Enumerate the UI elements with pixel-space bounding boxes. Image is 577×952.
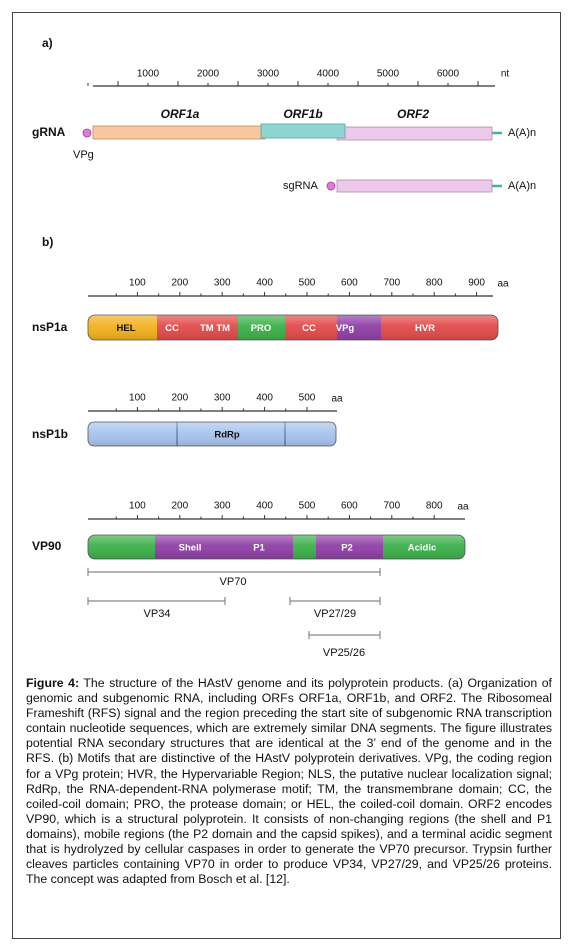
vpg-dot xyxy=(82,128,92,138)
ruler-tick-label: 400 xyxy=(256,393,273,404)
ruler-tick-label: 2000 xyxy=(197,69,220,80)
ruler-tick-label: 4000 xyxy=(317,69,340,80)
protein-bar xyxy=(88,422,336,446)
domain-label: P2 xyxy=(341,543,353,554)
ruler-tick-label: 500 xyxy=(299,278,316,289)
protein-name: nsP1b xyxy=(32,427,68,441)
caption: Figure 4: The structure of the HAstV gen… xyxy=(26,676,552,887)
figure-frame xyxy=(12,12,561,939)
tail-label: A(A)n xyxy=(508,127,536,139)
ruler-tick-label: 500 xyxy=(299,501,316,512)
ruler-tick-label: 800 xyxy=(426,501,443,512)
caption-label: Figure 4: xyxy=(26,676,80,690)
caption-text: The structure of the HAstV genome and it… xyxy=(26,676,552,887)
product-label: VP25/26 xyxy=(323,647,365,659)
ruler-tick-label: 1000 xyxy=(137,69,160,80)
orf1b-bar xyxy=(260,123,346,139)
orf2-bar xyxy=(336,126,493,141)
ruler-tick-label: 700 xyxy=(383,278,400,289)
domain-label: HEL xyxy=(117,323,136,334)
orf-label: ORF2 xyxy=(397,107,429,121)
ruler-tick-label: 100 xyxy=(129,501,146,512)
vpg-label: VPg xyxy=(73,149,94,161)
bar-outline xyxy=(87,534,466,560)
domain-label: TM TM xyxy=(200,323,230,334)
protein-bar xyxy=(88,535,465,559)
ruler-tick-label: 400 xyxy=(256,278,273,289)
domain-label: CC xyxy=(165,323,179,334)
tail-label: A(A)n xyxy=(508,180,536,192)
product-label: VP70 xyxy=(220,576,247,588)
ruler-tick-label: 600 xyxy=(341,278,358,289)
protein-name: VP90 xyxy=(32,539,62,553)
orf-label: ORF1b xyxy=(283,107,322,121)
bar-outline xyxy=(87,314,499,341)
bar-gloss xyxy=(88,315,498,340)
ruler-unit: nt xyxy=(501,69,510,80)
ruler-tick-label: 700 xyxy=(383,501,400,512)
ruler-tick-label: 200 xyxy=(171,501,188,512)
domain-label: P1 xyxy=(253,543,265,554)
domain-label: Shell xyxy=(179,543,202,554)
ruler-tick-label: 300 xyxy=(214,393,231,404)
orf2-bar xyxy=(336,179,493,193)
ruler-tick-label: 300 xyxy=(214,501,231,512)
product-label: VP34 xyxy=(144,608,171,620)
protein-bar xyxy=(88,315,498,340)
rna-label: sgRNA xyxy=(283,180,319,192)
ruler-tick-label: 300 xyxy=(214,278,231,289)
bar-outline xyxy=(87,421,337,447)
vpg-dot xyxy=(326,181,336,191)
bar-gloss xyxy=(88,535,465,559)
product-label: VP27/29 xyxy=(314,608,356,620)
ruler-tick-label: 800 xyxy=(426,278,443,289)
ruler-tick-label: 3000 xyxy=(257,69,280,80)
domain-label: HVR xyxy=(415,323,435,334)
domain-label: PRO xyxy=(251,323,272,334)
domain-label: VPg xyxy=(336,323,355,334)
protein-name: nsP1a xyxy=(32,320,68,334)
domain-label: CC xyxy=(302,323,316,334)
ruler-tick-label: 5000 xyxy=(377,69,400,80)
ruler-tick-label: 900 xyxy=(468,278,485,289)
ruler-tick-label: 500 xyxy=(299,393,316,404)
ruler-unit: aa xyxy=(497,279,509,290)
orf-label: ORF1a xyxy=(161,107,200,121)
ruler-tick-label: 200 xyxy=(171,278,188,289)
ruler-unit: aa xyxy=(457,502,469,513)
bar-gloss xyxy=(88,422,336,446)
ruler-unit: aa xyxy=(331,394,343,405)
rna-label: gRNA xyxy=(32,125,66,139)
orf1a-bar xyxy=(92,125,266,140)
domain-label: RdRp xyxy=(214,430,240,441)
ruler-tick-label: 600 xyxy=(341,501,358,512)
domain-label: Acidic xyxy=(408,543,437,554)
ruler-tick-label: 200 xyxy=(171,393,188,404)
ruler-tick-label: 100 xyxy=(129,278,146,289)
ruler-tick-label: 6000 xyxy=(437,69,460,80)
figure: a) b) 1000 2000 3000 4000 5000 6000 nt ORF1a ORF… xyxy=(32,36,536,659)
panel-label: a) xyxy=(42,36,53,50)
ruler-tick-label: 100 xyxy=(129,393,146,404)
ruler-tick-label: 400 xyxy=(256,501,273,512)
panel-label: b) xyxy=(42,235,53,249)
